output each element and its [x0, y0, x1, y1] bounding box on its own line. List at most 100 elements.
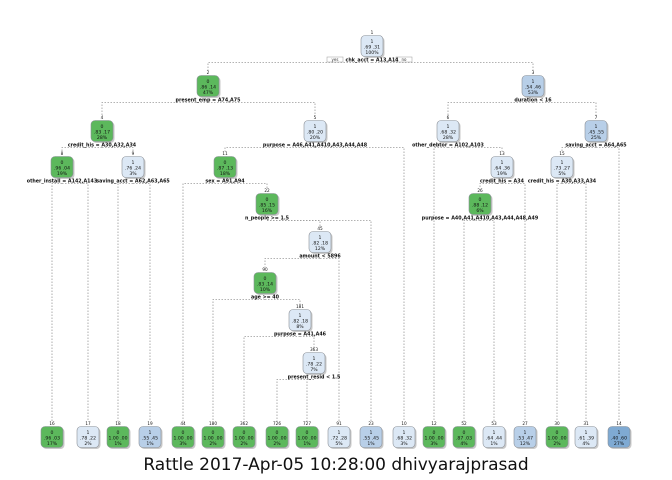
node-probabilities: 1.00 .00 [298, 436, 317, 442]
node-percentage: 100% [365, 50, 379, 56]
node-split-rule: other_debtor = A102,A103 [412, 143, 484, 149]
tree-edge-n4-n9 [102, 147, 134, 152]
node-class: 1 [313, 356, 316, 362]
node-class: 0 [266, 197, 269, 203]
node-box [106, 426, 130, 448]
tree-edge-n26-l52 [463, 220, 480, 422]
node-box [327, 426, 351, 448]
tree-edge-n26-l53 [480, 220, 495, 422]
tree-edge-n22-n45 [267, 220, 321, 227]
node-percentage: 8% [296, 324, 304, 330]
node-number: 90 [262, 267, 268, 272]
node-box [545, 426, 569, 448]
node-probabilities: 1.00 .00 [174, 436, 193, 442]
node-probabilities: .45 .55 [588, 130, 604, 136]
node-class: 1 [493, 430, 496, 436]
node-number: 363 [310, 347, 318, 352]
node-split-rule: credit_his = A34 [480, 179, 525, 185]
tree-edge-n6-l12 [433, 147, 448, 422]
node-probabilities: .88 .12 [472, 203, 488, 209]
tree-edge-n2-n4 [101, 102, 208, 116]
tree-node-l23: 23 1.55 .451% [359, 421, 384, 449]
node-percentage: 28% [97, 135, 108, 141]
tree-edge-n9-l18 [117, 183, 133, 422]
node-probabilities: .54 .46 [525, 85, 541, 91]
tree-edge-n8-l16 [51, 183, 62, 422]
node-probabilities: .78 .22 [306, 362, 322, 368]
node-number: 1 [371, 30, 374, 35]
node-split-rule: credit_his = A30,A32,A34 [68, 143, 137, 149]
node-percentage: 3% [430, 441, 438, 447]
node-class: 1 [618, 430, 621, 436]
tree-edge-n181-n363 [300, 336, 315, 348]
node-percentage: 3% [129, 171, 137, 177]
node-percentage: 10% [260, 287, 271, 293]
node-box [255, 193, 279, 215]
tree-node-n26: 26 0.88 .126% purpose = A40,A41,A410,A43,A… [422, 188, 539, 222]
node-class: 0 [556, 430, 559, 436]
node-class: 1 [319, 235, 322, 241]
node-split-rule: other_install = A142,A143 [27, 179, 97, 185]
node-probabilities: .53 .47 [517, 436, 533, 442]
tree-edge-n15-l30 [556, 183, 562, 422]
node-split-rule: sex = A91,A94 [205, 179, 245, 185]
node-percentage: 47% [203, 90, 214, 96]
node-number: 7 [595, 115, 598, 120]
node-percentage: 3% [179, 441, 187, 447]
node-class: 0 [463, 430, 466, 436]
node-split-rule: purpose = A41,A46 [274, 332, 327, 338]
node-percentage: 3% [400, 441, 408, 447]
tree-edge-root-n3 [372, 62, 534, 71]
node-number: 10 [401, 421, 407, 426]
tree-edge-n45-n90 [264, 258, 320, 268]
tree-node-n9: 9 1.76 .243% saving_acct = A62,A63,A65 [96, 151, 170, 185]
node-percentage: 4% [460, 441, 468, 447]
node-number: 15 [559, 151, 565, 156]
tree-node-l12: 12 01.00 .003% [422, 421, 447, 449]
node-probabilities: .86 .14 [200, 85, 216, 91]
node-split-rule: credit_his = A30,A33,A34 [528, 179, 597, 185]
tree-node-l726: 726 01.00 .002% [265, 421, 290, 449]
node-probabilities: .40 .60 [611, 436, 627, 442]
node-number: 19 [147, 421, 153, 426]
node-probabilities: 1.00 .00 [548, 436, 567, 442]
tree-edge-n7-n15 [561, 147, 596, 152]
node-number: 8 [61, 151, 64, 156]
node-percentage: 19% [57, 171, 68, 177]
node-number: 31 [583, 421, 589, 426]
node-number: 22 [264, 188, 270, 193]
node-box [584, 120, 608, 142]
tree-node-n15: 15 1.73 .275% credit_his = A30,A33,A34 [528, 151, 597, 185]
node-probabilities: .83 .17 [94, 130, 110, 136]
tree-edge-n363-l726 [276, 379, 314, 422]
node-number: 18 [115, 421, 121, 426]
node-percentage: 4% [582, 441, 590, 447]
node-probabilities: .80 .20 [307, 130, 323, 136]
node-split-rule: purpose = A40,A41,A410,A43,A44,A48,A49 [422, 216, 539, 222]
node-probabilities: .64 .36 [494, 166, 510, 172]
node-percentage: 2% [84, 441, 92, 447]
node-class: 1 [501, 160, 504, 166]
node-number: 91 [336, 421, 342, 426]
node-percentage: 53% [528, 90, 539, 96]
node-class: 1 [447, 124, 450, 130]
tree-edge-n3-n7 [533, 102, 597, 116]
node-box [232, 426, 256, 448]
root-branch-labels: yes no [326, 56, 413, 63]
node-box [468, 193, 492, 215]
node-box [521, 75, 545, 97]
node-percentage: 5% [335, 441, 343, 447]
node-number: 13 [499, 151, 505, 156]
tree-edge-n9-l19 [133, 183, 151, 422]
node-percentage: 16% [262, 208, 273, 214]
node-box [50, 156, 74, 178]
node-probabilities: .68 .32 [440, 130, 456, 136]
node-box [550, 156, 574, 178]
node-probabilities: .82 .18 [312, 241, 328, 247]
